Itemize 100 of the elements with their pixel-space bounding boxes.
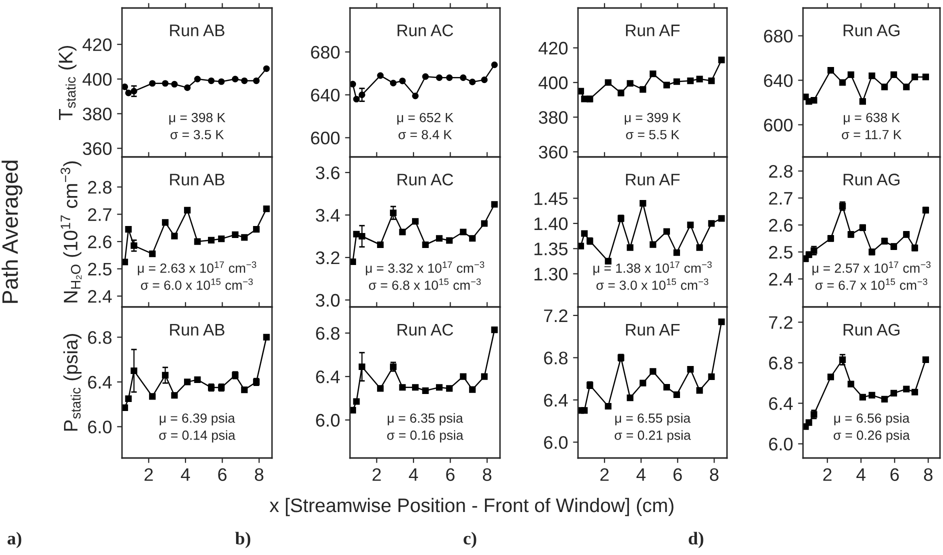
point	[125, 90, 132, 96]
point	[399, 78, 406, 84]
point	[581, 407, 588, 414]
text: μ = 2.63 x 10$^{17}$ cm$^{−3}$ σ = 6.0 x 10$^{15}$ cm$^{−3}$	[138, 261, 256, 290]
y-tick-label: 400	[538, 76, 568, 90]
point	[194, 76, 201, 82]
y-tick-label: 2.7	[769, 192, 792, 205]
text: Run AG	[844, 174, 900, 186]
point	[839, 356, 846, 363]
point	[687, 222, 694, 228]
point	[673, 391, 680, 398]
annotation: μ = 6.56 psia σ = 0.26 psia	[834, 413, 910, 442]
point	[446, 74, 453, 81]
text: Run AB	[170, 24, 224, 36]
point	[171, 232, 178, 240]
point	[911, 74, 918, 80]
x-tick-label: 2	[144, 468, 153, 481]
text: μ = 3.32 x 10$^{17}$ cm$^{−3}$ σ = 6.8 x 10$^{15}$ cm$^{−3}$	[366, 261, 484, 290]
point	[839, 79, 846, 86]
point	[827, 66, 834, 74]
point	[696, 387, 703, 394]
y-tick-label: 6.0	[769, 438, 793, 451]
annotation: μ = 6.35 psia σ = 0.16 psia	[387, 413, 464, 442]
y-tick-label: 380	[82, 108, 112, 120]
y-tick-label: 6.0	[88, 420, 112, 434]
y-tick-label: 2.8	[769, 164, 792, 178]
point	[130, 367, 138, 374]
x-tick-label: 6	[446, 468, 455, 481]
point	[436, 74, 443, 81]
point	[241, 234, 248, 241]
point	[184, 206, 191, 214]
y-tick-label: 6.8	[544, 352, 568, 364]
y-tick-label: 600	[311, 132, 340, 144]
text: μ = 1.38 x 10$^{17}$ cm$^{−3}$ σ = 3.0 x 10$^{15}$ cm$^{−3}$	[593, 261, 712, 290]
text: Run AC	[398, 324, 454, 336]
y-tick-label: 2.6	[88, 235, 112, 248]
y-tick-label: 680	[311, 46, 340, 59]
y-tick-label: 1.30	[534, 268, 568, 280]
y-tick-label: 2.5	[769, 246, 793, 259]
y-tick-label: 380	[538, 111, 568, 124]
x-tick-label: 6	[218, 468, 227, 481]
x-tick-label: 8	[710, 468, 718, 481]
y-tick-label: 600	[764, 118, 793, 132]
point	[358, 232, 366, 240]
point	[241, 77, 248, 84]
y-tick-label: 2.7	[88, 208, 112, 221]
point	[162, 80, 169, 87]
point	[353, 96, 360, 102]
point	[412, 92, 419, 100]
y-tick-label: 6.8	[769, 356, 792, 370]
y-tick-label: 3.0	[316, 294, 340, 307]
text: Run AF	[626, 174, 680, 186]
point	[881, 84, 888, 90]
point	[171, 80, 178, 88]
y-tick-label: 420	[82, 38, 112, 52]
x-tick-label: 2	[372, 468, 381, 481]
point	[581, 230, 588, 237]
y-tick-label: 3.4	[316, 208, 340, 222]
text: Run AB	[170, 324, 224, 336]
y-axis-title: T$_{static}$ (K)	[58, 46, 76, 120]
point	[708, 220, 715, 227]
y-tick-label: 2.4	[88, 290, 112, 303]
y-tick-label: 2.8	[88, 180, 112, 194]
text: Run AC	[398, 24, 454, 36]
x-axis-title: x [Streamwise Position - Front of Window] (cm)	[270, 498, 674, 516]
annotation: μ = 398 K σ = 3.5 K	[169, 112, 226, 140]
x-tick-label: 6	[674, 468, 682, 481]
y-tick-label: 1.40	[534, 217, 568, 230]
point	[626, 394, 634, 402]
point	[208, 77, 215, 84]
y-tick-label: 400	[82, 72, 112, 86]
point	[218, 78, 225, 85]
point	[208, 236, 215, 244]
y-tick-label: 6.8	[316, 327, 340, 340]
point	[377, 72, 384, 79]
point	[194, 238, 201, 245]
point	[149, 250, 156, 258]
x-tick-label: 8	[482, 468, 492, 481]
point	[232, 76, 238, 82]
annotation: μ = 638 K σ = 11.7 K	[842, 112, 902, 140]
point	[640, 200, 646, 207]
y-tick-label: 640	[764, 74, 793, 87]
point	[218, 236, 225, 242]
x-tick-label: 4	[408, 468, 418, 481]
y-tick-label: 360	[82, 142, 112, 156]
point	[578, 242, 584, 250]
point	[696, 244, 703, 251]
point	[184, 84, 191, 91]
y-tick-label: 7.2	[769, 316, 792, 329]
x-tick-label: 6	[890, 468, 899, 481]
y-tick-label: 2.6	[769, 218, 792, 232]
x-tick-label: 2	[823, 468, 832, 481]
point	[460, 74, 466, 81]
point	[149, 80, 156, 87]
annotation: μ = 399 K σ = 5.5 K	[624, 112, 681, 140]
text: Run AF	[626, 324, 680, 336]
point	[232, 231, 238, 238]
point	[122, 84, 128, 90]
point	[263, 206, 270, 212]
text: μ = 2.57 x 10$^{17}$ cm$^{−3}$ σ = 6.7 x 10$^{15}$ cm$^{−3}$	[812, 261, 931, 290]
